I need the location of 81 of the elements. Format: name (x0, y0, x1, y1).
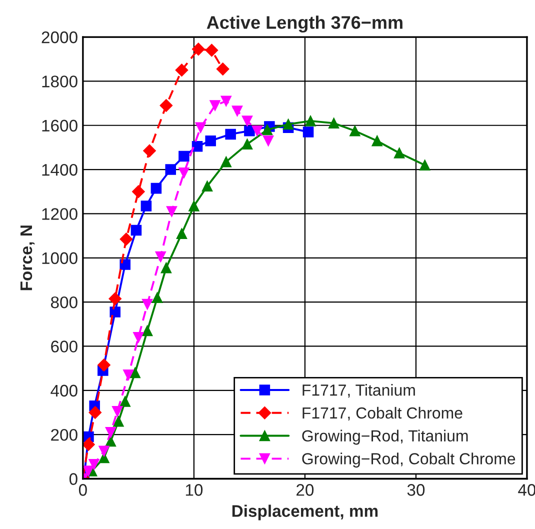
point (302, 126, 314, 138)
point (205, 135, 216, 146)
point (282, 118, 294, 130)
point (120, 259, 130, 270)
point (150, 182, 162, 194)
point (143, 144, 156, 158)
point (242, 116, 253, 126)
y-tick-label: 1200 (42, 208, 78, 220)
point (132, 185, 145, 198)
x-tick-label: 30 (407, 484, 425, 496)
point (328, 118, 340, 129)
x-tick-label: 10 (186, 484, 203, 496)
point (305, 116, 316, 126)
point (120, 232, 133, 246)
y-tick-label: 1800 (42, 76, 78, 88)
point (210, 100, 220, 111)
point (205, 44, 218, 57)
point (123, 370, 134, 380)
point (142, 325, 153, 336)
point (176, 228, 188, 239)
point (242, 138, 253, 150)
point (220, 96, 232, 106)
point (155, 251, 166, 262)
point (105, 426, 116, 438)
point (175, 64, 188, 77)
point (113, 416, 124, 427)
y-tick-label: 2000 (42, 31, 78, 44)
legend-label: F1717, Cobalt Chrome (302, 406, 462, 421)
point (98, 446, 110, 457)
y-tick-label: 1000 (42, 252, 78, 264)
point (262, 124, 273, 136)
point (372, 135, 382, 146)
x-tick-label: 20 (296, 484, 314, 496)
x-tick-label: 0 (78, 484, 87, 496)
y-tick-label: 800 (50, 296, 78, 308)
point (160, 262, 172, 274)
legend-label: F1717, Titanium (302, 384, 415, 398)
point (252, 126, 263, 136)
y-tick-label: 1600 (42, 120, 78, 132)
legend-label: Growing−Rod, Cobalt Chrome (302, 452, 516, 468)
point (142, 298, 153, 310)
point (220, 156, 232, 168)
point (166, 206, 178, 217)
point (130, 224, 142, 236)
point (98, 358, 110, 372)
point (133, 332, 144, 343)
point (130, 367, 140, 378)
point (120, 396, 130, 407)
point (112, 406, 123, 417)
point (82, 438, 95, 451)
point (88, 406, 102, 419)
y-tick-label: 1400 (42, 164, 78, 176)
x-axis-title: Displacement, mm (232, 504, 378, 520)
point (178, 167, 190, 178)
point (216, 62, 230, 76)
y-tick-label: 0 (69, 473, 78, 485)
point (244, 126, 255, 136)
point (225, 128, 236, 140)
point (232, 106, 243, 116)
point (108, 292, 122, 306)
point (188, 200, 200, 212)
point (202, 180, 213, 192)
y-tick-label: 400 (50, 384, 78, 397)
point (140, 200, 152, 212)
point (88, 459, 100, 470)
point (110, 306, 120, 318)
point (152, 292, 163, 304)
point (394, 148, 405, 158)
point (192, 42, 205, 56)
point (160, 99, 173, 112)
point (178, 150, 190, 162)
chart-title: Active Length 376−mm (206, 16, 402, 33)
point (350, 126, 360, 136)
point (195, 122, 206, 133)
point (419, 160, 430, 171)
point (262, 135, 274, 146)
legend-label: Growing−Rod, Titanium (302, 430, 468, 445)
y-axis-title: Force, N (20, 226, 35, 290)
y-tick-label: 200 (51, 428, 78, 441)
point (165, 164, 176, 175)
y-tick-label: 600 (51, 340, 78, 352)
